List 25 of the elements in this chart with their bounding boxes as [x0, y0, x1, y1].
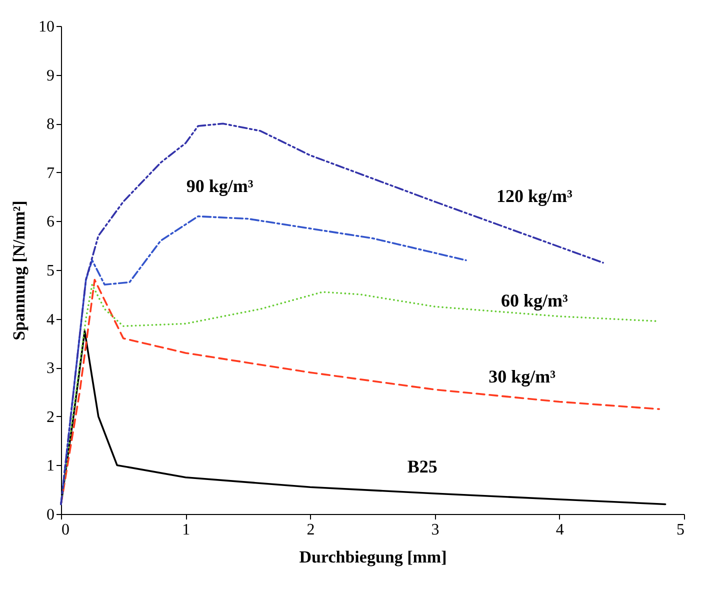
y-tick-label: 10 [38, 18, 54, 36]
y-tick-label: 7 [46, 164, 54, 182]
x-tick-label: 0 [62, 522, 70, 538]
y-tick-label: 2 [46, 408, 54, 426]
y-tick-label: 9 [46, 67, 54, 84]
y-tick-label: 0 [46, 506, 54, 524]
series-label: 60 kg/m³ [501, 290, 569, 311]
x-tick-label: 2 [306, 522, 315, 538]
y-axis-title: Spannung [N/mm²] [10, 200, 28, 340]
y-tick-label: 1 [46, 458, 54, 475]
y-tick-label: 4 [46, 311, 54, 328]
y-tick-label: 5 [46, 262, 54, 280]
x-tick-label: 1 [182, 522, 190, 538]
x-tick-label: 4 [556, 522, 564, 538]
line-series [60, 122, 604, 506]
series-label: 30 kg/m³ [488, 366, 556, 386]
y-tick-label: 3 [46, 360, 54, 378]
x-axis-title: Durchbiegung [mm] [299, 548, 447, 566]
x-tick-label: 3 [431, 522, 440, 538]
x-tick-label: 5 [676, 522, 684, 538]
series-label: 120 kg/m³ [496, 186, 574, 206]
y-tick-label: 6 [46, 214, 54, 231]
y-tick-label: 8 [46, 116, 54, 134]
series-label: B25 [407, 456, 438, 477]
series-label: 90 kg/m³ [186, 176, 254, 196]
